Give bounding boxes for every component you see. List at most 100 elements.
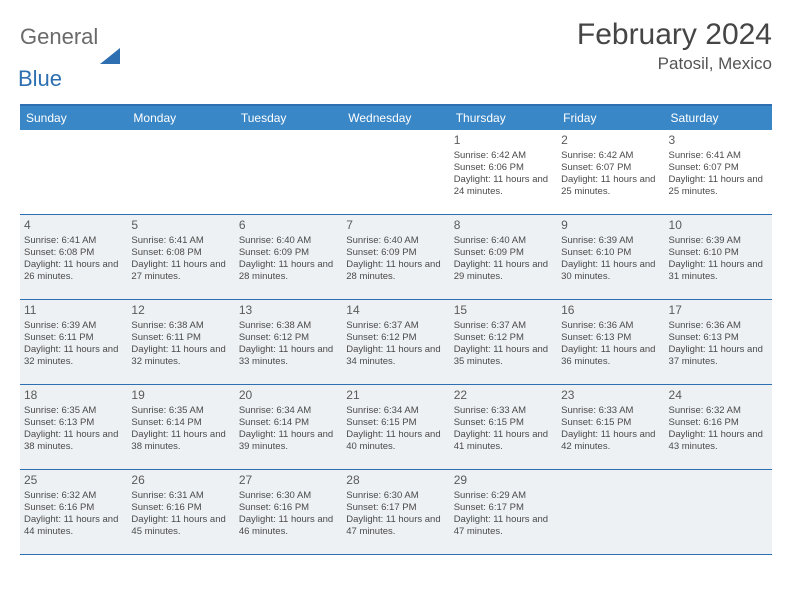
week-row: 11 Sunrise: 6:39 AMSunset: 6:11 PM Dayligh… — [20, 300, 772, 385]
day-detail-line: Sunrise: 6:33 AM — [561, 405, 660, 417]
day-number: 11 — [24, 303, 123, 318]
day-cell — [20, 130, 127, 214]
day-cell: 3Sunrise: 6:41 AMSunset: 6:07 PMDaylight… — [665, 130, 772, 214]
day-detail-line: Sunset: 6:11 PM — [24, 332, 123, 344]
day-detail-line: Daylight: 11 hours and 26 minutes. — [24, 259, 123, 283]
day-cell: 6Sunrise: 6:40 AMSunset: 6:09 PMDaylight… — [235, 215, 342, 299]
logo-text-general: General — [20, 24, 98, 49]
day-number: 2 — [561, 133, 660, 148]
day-cell — [557, 470, 664, 554]
day-detail-line: Sunrise: 6:39 AM — [24, 320, 123, 332]
day-detail-line: Daylight: 11 hours and 46 minutes. — [239, 514, 338, 538]
day-detail-line: Sunset: 6:09 PM — [454, 247, 553, 259]
day-detail-line: Daylight: 11 hours and 38 minutes. — [24, 429, 123, 453]
day-detail-line: Sunrise: 6:35 AM — [131, 405, 230, 417]
day-number: 21 — [346, 388, 445, 403]
day-number: 29 — [454, 473, 553, 488]
day-detail-line: Sunrise: 6:40 AM — [346, 235, 445, 247]
dayhead: Wednesday — [342, 106, 449, 130]
day-cell: 24Sunrise: 6:32 AMSunset: 6:16 PMDayligh… — [665, 385, 772, 469]
logo-text-block: General Blue — [20, 24, 98, 92]
day-number: 6 — [239, 218, 338, 233]
week-row: 25Sunrise: 6:32 AMSunset: 6:16 PMDayligh… — [20, 470, 772, 555]
day-detail-line: Daylight: 11 hours and 45 minutes. — [131, 514, 230, 538]
day-cell: 2Sunrise: 6:42 AMSunset: 6:07 PMDaylight… — [557, 130, 664, 214]
day-detail-line: Sunrise: 6:31 AM — [131, 490, 230, 502]
day-number: 15 — [454, 303, 553, 318]
day-detail-line: Sunset: 6:09 PM — [346, 247, 445, 259]
day-cell: 22Sunrise: 6:33 AMSunset: 6:15 PMDayligh… — [450, 385, 557, 469]
title-block: February 2024 Patosil, Mexico — [577, 18, 772, 74]
day-detail-line: Sunrise: 6:36 AM — [669, 320, 768, 332]
dayhead: Saturday — [665, 106, 772, 130]
day-cell: 21 Sunrise: 6:34 AMSunset: 6:15 PMDayligh… — [342, 385, 449, 469]
day-cell: 25Sunrise: 6:32 AMSunset: 6:16 PMDayligh… — [20, 470, 127, 554]
day-cell: 23 Sunrise: 6:33 AMSunset: 6:15 PMDayligh… — [557, 385, 664, 469]
day-detail-line: Sunrise: 6:38 AM — [131, 320, 230, 332]
day-detail-line: Sunrise: 6:34 AM — [346, 405, 445, 417]
day-detail-line: Daylight: 11 hours and 38 minutes. — [131, 429, 230, 453]
day-detail-line: Daylight: 11 hours and 24 minutes. — [454, 174, 553, 198]
location: Patosil, Mexico — [577, 54, 772, 74]
day-detail-line: Sunset: 6:16 PM — [24, 502, 123, 514]
day-detail-line: Sunset: 6:17 PM — [346, 502, 445, 514]
day-cell: 16Sunrise: 6:36 AMSunset: 6:13 PMDayligh… — [557, 300, 664, 384]
day-detail-line: Daylight: 11 hours and 41 minutes. — [454, 429, 553, 453]
day-cell: 12Sunrise: 6:38 AMSunset: 6:11 PMDayligh… — [127, 300, 234, 384]
day-detail-line: Sunset: 6:15 PM — [561, 417, 660, 429]
day-detail-line: Sunrise: 6:37 AM — [346, 320, 445, 332]
day-detail-line: Sunset: 6:12 PM — [346, 332, 445, 344]
day-detail-line: Sunrise: 6:42 AM — [454, 150, 553, 162]
day-detail-line: Daylight: 11 hours and 35 minutes. — [454, 344, 553, 368]
day-detail-line: Daylight: 11 hours and 44 minutes. — [24, 514, 123, 538]
day-detail-line: Sunrise: 6:30 AM — [239, 490, 338, 502]
dayhead: Thursday — [450, 106, 557, 130]
day-number: 18 — [24, 388, 123, 403]
day-number: 5 — [131, 218, 230, 233]
week-row: 4Sunrise: 6:41 AMSunset: 6:08 PMDaylight… — [20, 215, 772, 300]
day-detail-line: Daylight: 11 hours and 42 minutes. — [561, 429, 660, 453]
day-detail-line: Daylight: 11 hours and 36 minutes. — [561, 344, 660, 368]
day-number: 4 — [24, 218, 123, 233]
day-detail-line: Daylight: 11 hours and 28 minutes. — [346, 259, 445, 283]
day-detail-line: Sunset: 6:10 PM — [669, 247, 768, 259]
day-cell — [127, 130, 234, 214]
day-number: 26 — [131, 473, 230, 488]
day-detail-line: Daylight: 11 hours and 47 minutes. — [346, 514, 445, 538]
day-detail-line: Daylight: 11 hours and 31 minutes. — [669, 259, 768, 283]
day-detail-line: Sunset: 6:17 PM — [454, 502, 553, 514]
dayhead: Tuesday — [235, 106, 342, 130]
week-row: 1Sunrise: 6:42 AMSunset: 6:06 PMDaylight… — [20, 130, 772, 215]
day-detail-line: Sunset: 6:15 PM — [346, 417, 445, 429]
day-cell: 1Sunrise: 6:42 AMSunset: 6:06 PMDaylight… — [450, 130, 557, 214]
day-number: 14 — [346, 303, 445, 318]
day-detail-line: Sunset: 6:15 PM — [454, 417, 553, 429]
day-number: 22 — [454, 388, 553, 403]
logo-triangle-icon — [100, 48, 120, 64]
day-number: 13 — [239, 303, 338, 318]
day-number: 10 — [669, 218, 768, 233]
month-title: February 2024 — [577, 18, 772, 52]
day-detail-line: Sunset: 6:07 PM — [561, 162, 660, 174]
day-detail-line: Sunrise: 6:42 AM — [561, 150, 660, 162]
day-number: 23 — [561, 388, 660, 403]
calendar: SundayMondayTuesdayWednesdayThursdayFrid… — [20, 104, 772, 555]
day-detail-line: Daylight: 11 hours and 28 minutes. — [239, 259, 338, 283]
day-detail-line: Sunrise: 6:40 AM — [239, 235, 338, 247]
day-cell: 29Sunrise: 6:29 AMSunset: 6:17 PMDayligh… — [450, 470, 557, 554]
day-cell: 7Sunrise: 6:40 AMSunset: 6:09 PMDaylight… — [342, 215, 449, 299]
day-cell — [342, 130, 449, 214]
day-number: 20 — [239, 388, 338, 403]
day-detail-line: Sunrise: 6:39 AM — [669, 235, 768, 247]
day-detail-line: Sunrise: 6:41 AM — [669, 150, 768, 162]
day-cell: 15Sunrise: 6:37 AMSunset: 6:12 PMDayligh… — [450, 300, 557, 384]
day-cell: 26Sunrise: 6:31 AMSunset: 6:16 PMDayligh… — [127, 470, 234, 554]
day-detail-line: Sunset: 6:16 PM — [239, 502, 338, 514]
day-detail-line: Daylight: 11 hours and 30 minutes. — [561, 259, 660, 283]
day-detail-line: Daylight: 11 hours and 40 minutes. — [346, 429, 445, 453]
day-detail-line: Daylight: 11 hours and 37 minutes. — [669, 344, 768, 368]
dayhead: Sunday — [20, 106, 127, 130]
day-detail-line: Sunset: 6:14 PM — [131, 417, 230, 429]
day-number: 19 — [131, 388, 230, 403]
day-cell: 14Sunrise: 6:37 AMSunset: 6:12 PMDayligh… — [342, 300, 449, 384]
